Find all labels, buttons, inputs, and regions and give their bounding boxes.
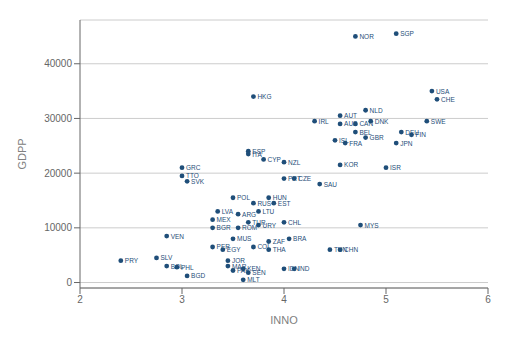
- svg-text:MEX: MEX: [217, 216, 232, 223]
- svg-text:MUS: MUS: [237, 235, 252, 242]
- svg-text:JPN: JPN: [400, 140, 413, 147]
- svg-text:30000: 30000: [44, 113, 72, 124]
- svg-text:6: 6: [485, 294, 491, 305]
- svg-text:2: 2: [77, 294, 83, 305]
- svg-text:USA: USA: [436, 88, 450, 95]
- svg-text:INNO: INNO: [270, 314, 298, 326]
- svg-text:LVA: LVA: [222, 208, 234, 215]
- svg-text:GDPP: GDPP: [16, 138, 28, 169]
- svg-text:5: 5: [383, 294, 389, 305]
- svg-text:ITA: ITA: [252, 151, 262, 158]
- svg-text:ISR: ISR: [390, 164, 401, 171]
- svg-text:SGP: SGP: [400, 30, 414, 37]
- svg-text:MYS: MYS: [365, 222, 380, 229]
- svg-text:KOR: KOR: [344, 161, 358, 168]
- svg-text:SLV: SLV: [161, 254, 173, 261]
- svg-text:NZL: NZL: [288, 159, 301, 166]
- svg-text:NLD: NLD: [370, 107, 383, 114]
- svg-text:4: 4: [281, 294, 287, 305]
- svg-text:GBR: GBR: [370, 134, 384, 141]
- svg-text:BRA: BRA: [293, 235, 307, 242]
- svg-text:20000: 20000: [44, 168, 72, 179]
- svg-text:40000: 40000: [44, 58, 72, 69]
- svg-text:ROM: ROM: [242, 224, 257, 231]
- svg-text:LTU: LTU: [263, 208, 275, 215]
- svg-text:DNK: DNK: [375, 118, 389, 125]
- svg-text:FIN: FIN: [416, 131, 427, 138]
- svg-text:10000: 10000: [44, 222, 72, 233]
- svg-text:AUS: AUS: [344, 120, 358, 127]
- svg-text:ARG: ARG: [242, 211, 256, 218]
- svg-text:CZE: CZE: [298, 175, 312, 182]
- svg-text:SVK: SVK: [191, 178, 205, 185]
- svg-text:IRL: IRL: [319, 118, 330, 125]
- svg-text:GRC: GRC: [186, 164, 201, 171]
- svg-text:CHL: CHL: [288, 219, 301, 226]
- svg-text:FRA: FRA: [349, 140, 363, 147]
- svg-text:MLT: MLT: [247, 276, 260, 283]
- svg-text:VEN: VEN: [171, 233, 185, 240]
- svg-text:POL: POL: [237, 194, 250, 201]
- svg-text:PHL: PHL: [181, 264, 194, 271]
- svg-text:IND: IND: [298, 265, 310, 272]
- svg-text:AUT: AUT: [344, 112, 357, 119]
- svg-text:HKG: HKG: [257, 93, 271, 100]
- svg-text:RUS: RUS: [257, 200, 271, 207]
- svg-text:SWE: SWE: [431, 118, 446, 125]
- svg-text:BGR: BGR: [217, 224, 231, 231]
- svg-text:THA: THA: [273, 246, 287, 253]
- svg-text:EGY: EGY: [227, 246, 241, 253]
- svg-text:BGD: BGD: [191, 272, 205, 279]
- svg-text:CHE: CHE: [441, 96, 455, 103]
- svg-text:NOR: NOR: [359, 33, 374, 40]
- svg-text:0: 0: [66, 277, 72, 288]
- svg-text:EST: EST: [278, 200, 291, 207]
- svg-text:CHN: CHN: [344, 246, 358, 253]
- svg-text:URY: URY: [263, 222, 277, 229]
- svg-text:PRY: PRY: [125, 257, 139, 264]
- svg-text:3: 3: [179, 294, 185, 305]
- svg-text:SEN: SEN: [252, 269, 266, 276]
- svg-text:ZAF: ZAF: [273, 238, 285, 245]
- svg-text:CYP: CYP: [268, 156, 281, 163]
- svg-text:SAU: SAU: [324, 181, 338, 188]
